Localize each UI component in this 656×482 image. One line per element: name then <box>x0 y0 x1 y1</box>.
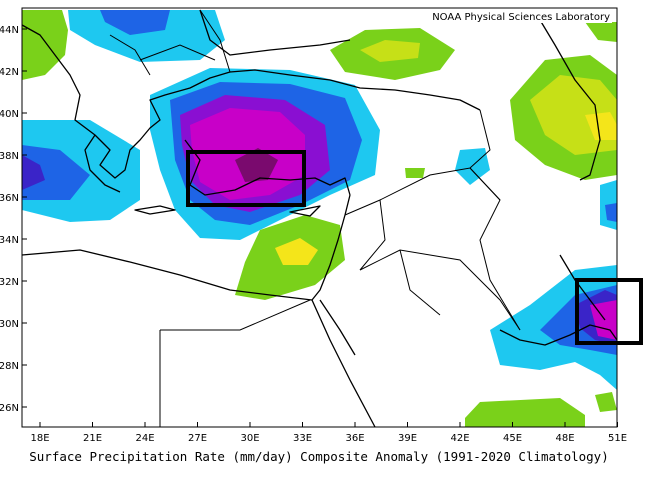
shade-yellow-levant <box>275 238 318 265</box>
shade-green-south <box>465 398 585 427</box>
credit-label: NOAA Physical Sciences Laboratory <box>432 12 610 23</box>
shade-yellowgreen-north <box>360 40 420 62</box>
lon-tick-label: 27E <box>188 433 207 444</box>
lon-tick-label: 33E <box>293 433 312 444</box>
lon-tick-label: 18E <box>30 433 49 444</box>
map-plot-area <box>21 7 643 428</box>
lat-tick-label: 38N <box>0 151 19 162</box>
shade-yellow-ne <box>585 112 617 140</box>
shade-green-small <box>405 168 425 178</box>
lon-tick-label: 36E <box>345 433 364 444</box>
lon-tick-label: 21E <box>83 433 102 444</box>
country-borders <box>109 9 521 427</box>
lon-tick-label: 24E <box>135 433 154 444</box>
highlight-boxes <box>186 150 643 345</box>
lon-tick-label: 42E <box>450 433 469 444</box>
highlight-box-persian-gulf-head <box>575 278 643 345</box>
lat-tick-label: 28N <box>0 361 19 372</box>
shade-blue-right <box>605 203 617 222</box>
lon-tick-label: 51E <box>608 433 627 444</box>
shade-darkmagenta-central <box>235 148 278 182</box>
lat-tick-label: 30N <box>0 319 19 330</box>
map-caption: Surface Precipitation Rate (mm/day) Comp… <box>29 449 608 464</box>
highlight-box-western-turkey <box>186 150 306 207</box>
lat-tick-label: 32N <box>0 277 19 288</box>
shade-green-nw <box>22 10 68 80</box>
shade-darkblue-left <box>22 155 45 190</box>
coastlines <box>21 9 618 428</box>
lon-tick-label: 48E <box>555 433 574 444</box>
lat-tick-label: 36N <box>0 193 19 204</box>
lon-tick-label: 45E <box>503 433 522 444</box>
longitude-axis: 18E 21E 24E 27E 30E 33E 36E 39E 42E 45E 48E 51E <box>30 422 627 444</box>
latitude-axis: 44N 42N 40N 38N 36N 34N 32N 30N 28N 26N <box>0 25 27 414</box>
lon-tick-label: 30E <box>240 433 259 444</box>
lat-tick-label: 42N <box>0 67 19 78</box>
lon-tick-label: 39E <box>398 433 417 444</box>
shade-green-topright <box>585 22 617 42</box>
shade-blue-left <box>22 145 90 200</box>
lat-tick-label: 44N <box>0 25 19 36</box>
shade-green-southright <box>595 392 617 412</box>
shade-blue-top <box>100 10 170 35</box>
lat-tick-label: 34N <box>0 235 19 246</box>
lat-tick-label: 26N <box>0 403 19 414</box>
lat-tick-label: 40N <box>0 109 19 120</box>
